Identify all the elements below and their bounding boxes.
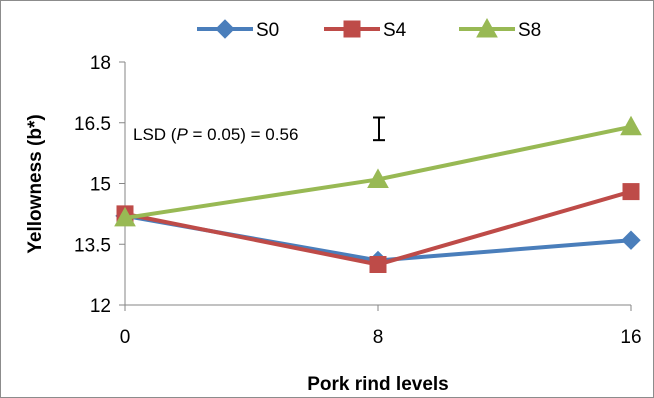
series-s8 bbox=[114, 115, 642, 227]
data-point-s8 bbox=[620, 115, 642, 136]
legend-marker-s0 bbox=[215, 19, 235, 39]
y-tick-label: 13.5 bbox=[74, 235, 111, 256]
legend-marker-s4 bbox=[343, 20, 361, 38]
data-point-s8 bbox=[367, 168, 389, 188]
legend-label-s4: S4 bbox=[383, 20, 407, 41]
legend-item-s8: S8 bbox=[459, 17, 541, 41]
legend-item-s4: S4 bbox=[324, 20, 407, 41]
y-tick-label: 15 bbox=[90, 175, 111, 196]
lsd-error-bar bbox=[373, 116, 385, 142]
series-s4 bbox=[116, 183, 640, 273]
data-point-s4 bbox=[369, 256, 387, 273]
x-axis-title: Pork rind levels bbox=[307, 374, 449, 395]
legend-label-s0: S0 bbox=[256, 20, 279, 41]
x-tick-label: 8 bbox=[373, 327, 384, 348]
data-point-s0 bbox=[621, 230, 641, 250]
series-layer bbox=[114, 115, 642, 273]
x-axis-ticks: 0 8 16 bbox=[120, 305, 642, 348]
legend-marker-s8 bbox=[476, 17, 498, 38]
y-tick-label: 16.5 bbox=[74, 114, 111, 135]
x-tick-label: 0 bbox=[120, 327, 131, 348]
legend: S0 S4 S8 bbox=[197, 17, 541, 41]
y-axis-ticks: 12 13.5 15 16.5 18 bbox=[74, 53, 125, 317]
data-point-s4 bbox=[622, 183, 640, 201]
lsd-suffix: = 0.05) = 0.56 bbox=[188, 125, 299, 144]
data-point-s8 bbox=[114, 206, 136, 227]
legend-label-s8: S8 bbox=[518, 20, 541, 41]
y-tick-label: 12 bbox=[90, 296, 111, 317]
x-tick-label: 16 bbox=[620, 327, 641, 348]
lsd-prefix: LSD ( bbox=[133, 125, 177, 144]
y-axis-title: Yellowness (b*) bbox=[25, 114, 46, 253]
lsd-annotation: LSD (P = 0.05) = 0.56 bbox=[133, 125, 298, 144]
lsd-p-italic: P bbox=[176, 125, 188, 144]
legend-item-s0: S0 bbox=[197, 19, 279, 41]
y-tick-label: 18 bbox=[90, 53, 111, 74]
